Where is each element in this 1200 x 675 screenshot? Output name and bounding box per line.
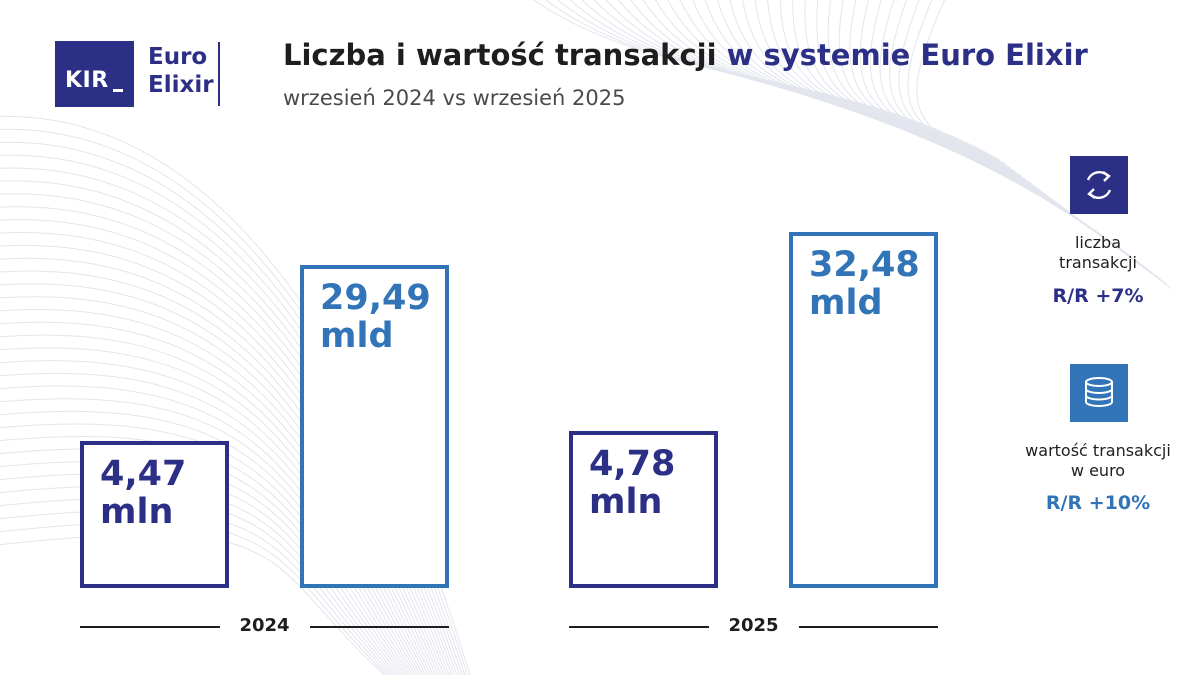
- year-axis-line-right-2025: [798, 626, 938, 628]
- x-tick-label-2024: 2024: [239, 615, 290, 636]
- legend-label-count-line1: liczba: [1074, 233, 1122, 252]
- refresh-icon: [1070, 156, 1128, 214]
- page-subtitle: wrzesień 2024 vs wrzesień 2025: [283, 86, 626, 110]
- legend-label-value-line2: w euro: [1070, 461, 1126, 480]
- data-label-unit: mld: [809, 283, 883, 323]
- data-label-value-2024: 29,49 mld: [320, 279, 431, 355]
- logo-divider: [218, 42, 220, 106]
- legend-label-value-line1: wartość transakcji: [1025, 441, 1171, 460]
- bar-value-2025: [789, 232, 938, 588]
- page-title: Liczba i wartość transakcji w systemie E…: [283, 38, 1088, 72]
- data-label-number: 4,47: [100, 454, 187, 494]
- legend-growth-count: R/R +7%: [1052, 285, 1144, 307]
- kir-logo-text: KIR: [65, 68, 109, 93]
- year-axis-line-left-2024: [80, 626, 220, 628]
- year-axis-line-left-2025: [569, 626, 709, 628]
- data-label-number: 29,49: [320, 278, 431, 318]
- x-tick-label-2025: 2025: [728, 615, 779, 636]
- bar-count-2025: [569, 431, 718, 588]
- euro-elixir-logo-elixir: Elixir: [148, 72, 214, 98]
- kir-logo-dash: [113, 89, 123, 92]
- coins-icon: [1070, 364, 1128, 422]
- legend-label-count-line2: transakcji: [1059, 253, 1137, 272]
- bar-count-2024: [80, 441, 229, 588]
- year-axis-line-right-2024: [309, 626, 449, 628]
- data-label-unit: mln: [100, 492, 174, 532]
- legend-label-count: liczba transakcji: [1013, 233, 1183, 273]
- data-label-unit: mld: [320, 316, 394, 356]
- legend-growth-value: R/R +10%: [1045, 492, 1151, 514]
- title-accent: w systemie Euro Elixir: [726, 38, 1088, 72]
- data-label-number: 32,48: [809, 245, 920, 285]
- data-label-count-2025: 4,78 mln: [589, 445, 675, 521]
- data-label-value-2025: 32,48 mld: [809, 246, 920, 322]
- legend-label-value: wartość transakcji w euro: [1013, 441, 1183, 481]
- data-label-unit: mln: [589, 482, 663, 522]
- data-label-number: 4,78: [589, 444, 676, 484]
- euro-elixir-logo-euro: Euro: [148, 44, 208, 70]
- bar-value-2024: [300, 265, 449, 588]
- kir-logo: [55, 41, 134, 107]
- data-label-count-2024: 4,47 mln: [100, 455, 186, 531]
- title-main: Liczba i wartość transakcji: [283, 38, 717, 72]
